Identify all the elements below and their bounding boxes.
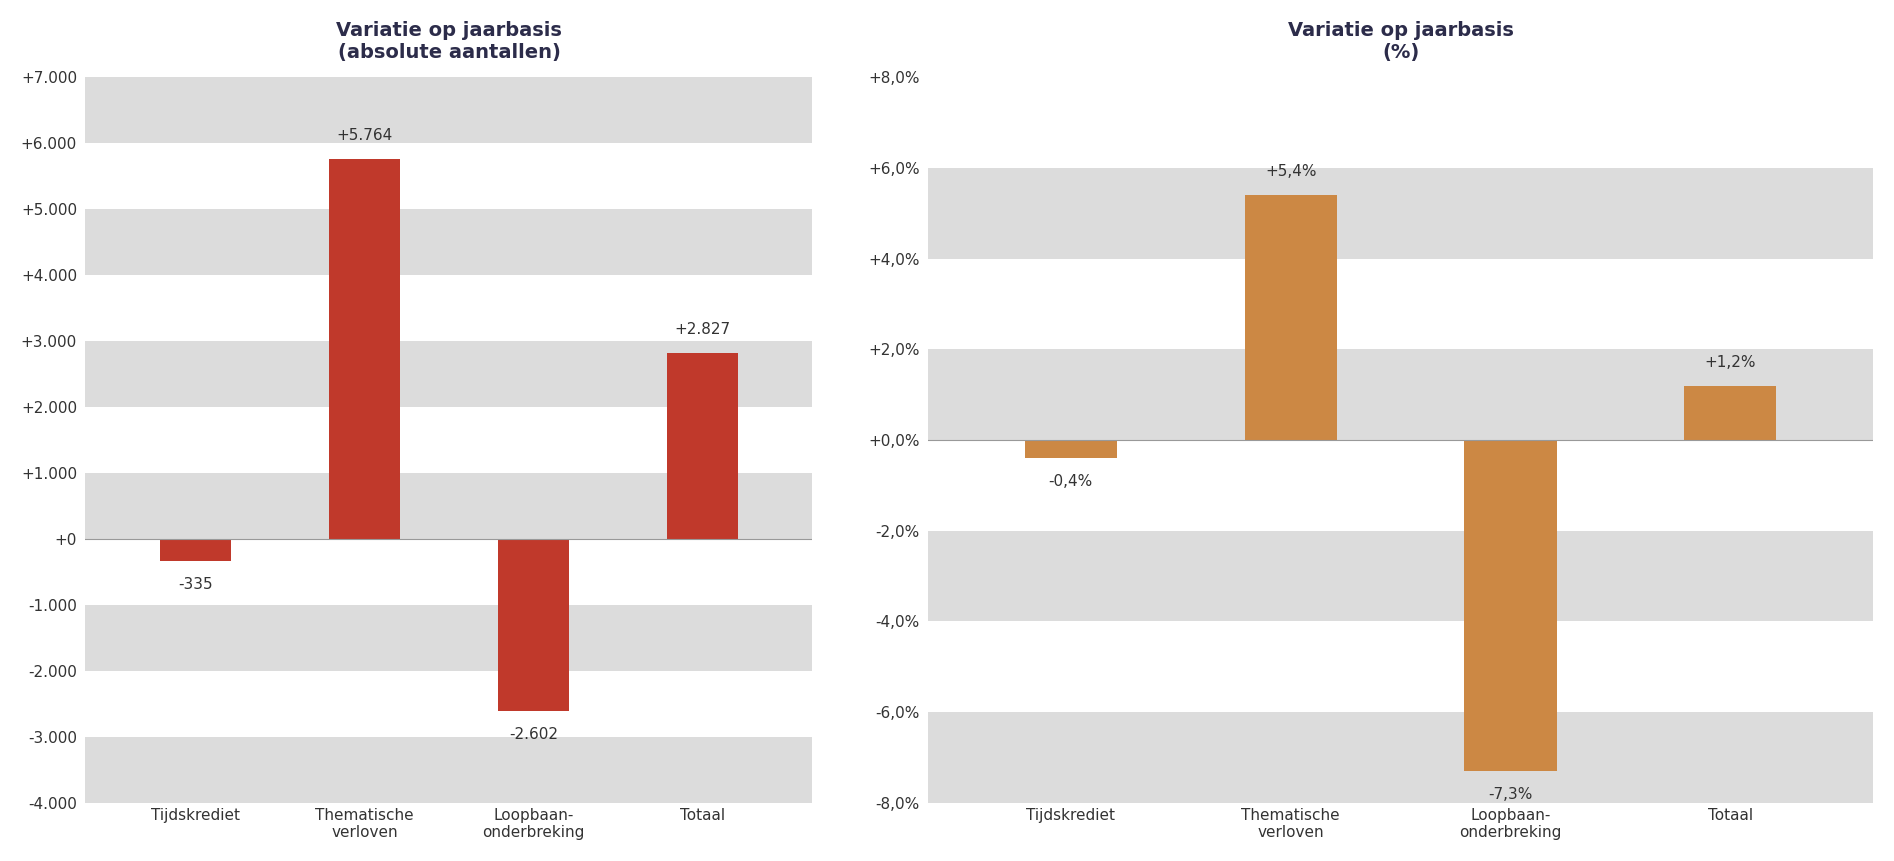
Bar [498,539,568,710]
Text: -7,3%: -7,3% [1489,787,1532,802]
Bar [928,350,1873,440]
Bar [1684,386,1777,440]
Bar [330,158,400,539]
Bar [1244,195,1337,440]
Bar [928,168,1873,258]
Bar [85,77,813,143]
Bar [1025,440,1117,458]
Bar [928,530,1873,622]
Bar [85,341,813,407]
Bar [85,605,813,671]
Bar [85,209,813,276]
Bar [85,737,813,803]
Text: +2.827: +2.827 [674,322,731,337]
Title: Variatie op jaarbasis
(%): Variatie op jaarbasis (%) [1288,21,1513,62]
Title: Variatie op jaarbasis
(absolute aantallen): Variatie op jaarbasis (absolute aantalle… [335,21,563,62]
Bar [667,352,739,539]
Text: -0,4%: -0,4% [1049,474,1093,489]
Text: -335: -335 [178,577,212,592]
Bar [1464,440,1557,771]
Text: +5,4%: +5,4% [1265,164,1316,179]
Text: +1,2%: +1,2% [1705,355,1756,369]
Text: +5.764: +5.764 [337,127,392,143]
Bar [85,473,813,539]
Bar [928,712,1873,803]
Text: -2.602: -2.602 [509,727,559,741]
Bar [159,539,231,561]
